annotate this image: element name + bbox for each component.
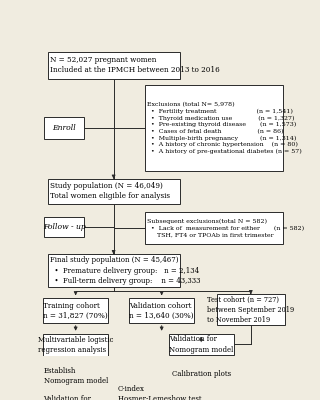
Bar	[48, 52, 180, 79]
Text: Subsequent exclusions(total N = 582)
  •  Lack of  measurement for either       : Subsequent exclusions(total N = 582) • L…	[147, 219, 304, 237]
Bar	[44, 218, 84, 238]
Text: Validation for
Nomogram model: Validation for Nomogram model	[169, 335, 233, 354]
Text: Follow - up: Follow - up	[43, 224, 85, 232]
Text: Calibration plots: Calibration plots	[172, 370, 231, 378]
Bar	[217, 294, 285, 325]
Bar	[48, 254, 180, 287]
Bar	[129, 298, 194, 323]
Text: N = 52,027 pregnant women
Included at the IPMCH between 2013 to 2016: N = 52,027 pregnant women Included at th…	[50, 56, 220, 74]
Text: Validation for
Nomogram model: Validation for Nomogram model	[44, 396, 108, 400]
Text: Validation cohort
n = 13,640 (30%): Validation cohort n = 13,640 (30%)	[129, 302, 194, 320]
Text: C-index
Hosmer-Lemeshow test
Decision curve analysis
Calibration plots: C-index Hosmer-Lemeshow test Decision cu…	[117, 385, 201, 400]
Text: Final study population (N = 45,467)
  •  Premature delivery group:   n = 2,134
 : Final study population (N = 45,467) • Pr…	[50, 256, 201, 285]
Bar	[48, 179, 180, 204]
Bar	[169, 334, 234, 355]
Bar	[43, 394, 108, 400]
Bar	[145, 85, 283, 171]
Text: Enroll: Enroll	[52, 124, 76, 132]
Text: Study population (N = 46,049)
Total women eligible for analysis: Study population (N = 46,049) Total wome…	[50, 182, 170, 200]
Bar	[145, 212, 283, 244]
Text: Exclusions (total N= 5,978)
  •  Fertility treatment                    (n = 1,5: Exclusions (total N= 5,978) • Fertility …	[147, 102, 302, 154]
Bar	[117, 391, 201, 400]
Bar	[43, 298, 108, 323]
Text: Establish
Nomogram model: Establish Nomogram model	[44, 367, 108, 385]
Bar	[169, 366, 234, 383]
Text: Multivariable logistic
regression analysis: Multivariable logistic regression analys…	[38, 336, 113, 354]
Text: Test cohort (n = 727)
between September 2019
to November 2019: Test cohort (n = 727) between September …	[207, 296, 294, 324]
Text: Training cohort
n = 31,827 (70%): Training cohort n = 31,827 (70%)	[43, 302, 108, 320]
Bar	[44, 117, 84, 139]
Bar	[43, 334, 108, 357]
Bar	[43, 366, 108, 386]
